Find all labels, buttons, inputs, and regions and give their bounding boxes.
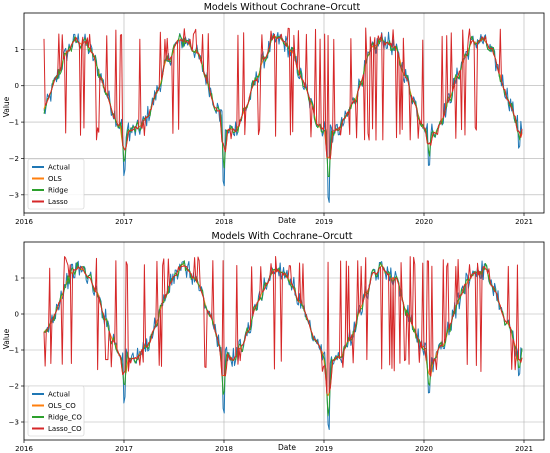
y-tick-label: 0 [15, 82, 19, 90]
x-tick-label: 2016 [15, 218, 33, 226]
x-axis-label: Date [278, 216, 296, 225]
legend-box [27, 385, 85, 437]
chart-title: Models Without Cochrane–Orcutt [204, 2, 361, 13]
y-tick-label: −3 [9, 419, 19, 427]
y-tick-label: −1 [9, 347, 19, 355]
legend-label: Actual [48, 391, 70, 399]
x-tick-label: 2018 [215, 445, 233, 453]
chart-title: Models With Cochrane–Orcutt [212, 231, 353, 242]
y-tick-label: 0 [15, 311, 19, 319]
legend: Actual OLS Ridge Lasso [27, 158, 85, 210]
y-tick-label: −1 [9, 119, 19, 127]
series-line-4 [43, 256, 523, 394]
axis-ticks: 2016 2017 2018 2019 2020 2021 −3 −2 −1 0 1 [9, 46, 533, 226]
y-tick-label: −2 [9, 155, 19, 163]
x-tick-label: 2021 [515, 218, 533, 226]
series-line-4 [43, 27, 523, 160]
legend-label: Lasso_CO [48, 425, 82, 433]
y-tick-label: −3 [9, 191, 19, 199]
x-tick-label: 2020 [415, 445, 433, 453]
chart-bottom: Models With Cochrane–Orcutt Date Value 2… [2, 231, 545, 453]
plot-area [43, 256, 523, 431]
legend-label: Lasso [48, 198, 68, 206]
x-tick-label: 2016 [15, 445, 33, 453]
x-tick-label: 2019 [315, 445, 333, 453]
y-tick-label: 1 [15, 275, 19, 283]
x-tick-label: 2019 [315, 218, 333, 226]
legend-label: Ridge_CO [48, 414, 82, 422]
x-axis-label: Date [278, 443, 296, 452]
x-tick-label: 2018 [215, 218, 233, 226]
axis-ticks: 2016 2017 2018 2019 2020 2021 −3 −2 −1 0 1 [9, 275, 533, 453]
legend-label: Ridge [48, 187, 68, 195]
legend-label: OLS_CO [48, 402, 76, 410]
y-axis-label: Value [2, 328, 11, 349]
legend-label: OLS [48, 175, 62, 183]
axes-frame [23, 241, 545, 441]
x-tick-label: 2017 [115, 445, 133, 453]
y-tick-label: 1 [15, 46, 19, 54]
axes-frame [23, 12, 545, 214]
x-tick-label: 2017 [115, 218, 133, 226]
legend-box [27, 158, 85, 210]
x-tick-label: 2020 [415, 218, 433, 226]
chart-top: Models Without Cochrane–Orcutt Date Valu… [2, 2, 545, 226]
y-axis-label: Value [2, 96, 11, 117]
legend-label: Actual [48, 164, 70, 172]
legend: Actual OLS_CO Ridge_CO Lasso_CO [27, 385, 85, 437]
plot-area [43, 27, 523, 203]
x-tick-label: 2021 [515, 445, 533, 453]
y-tick-label: −2 [9, 383, 19, 391]
